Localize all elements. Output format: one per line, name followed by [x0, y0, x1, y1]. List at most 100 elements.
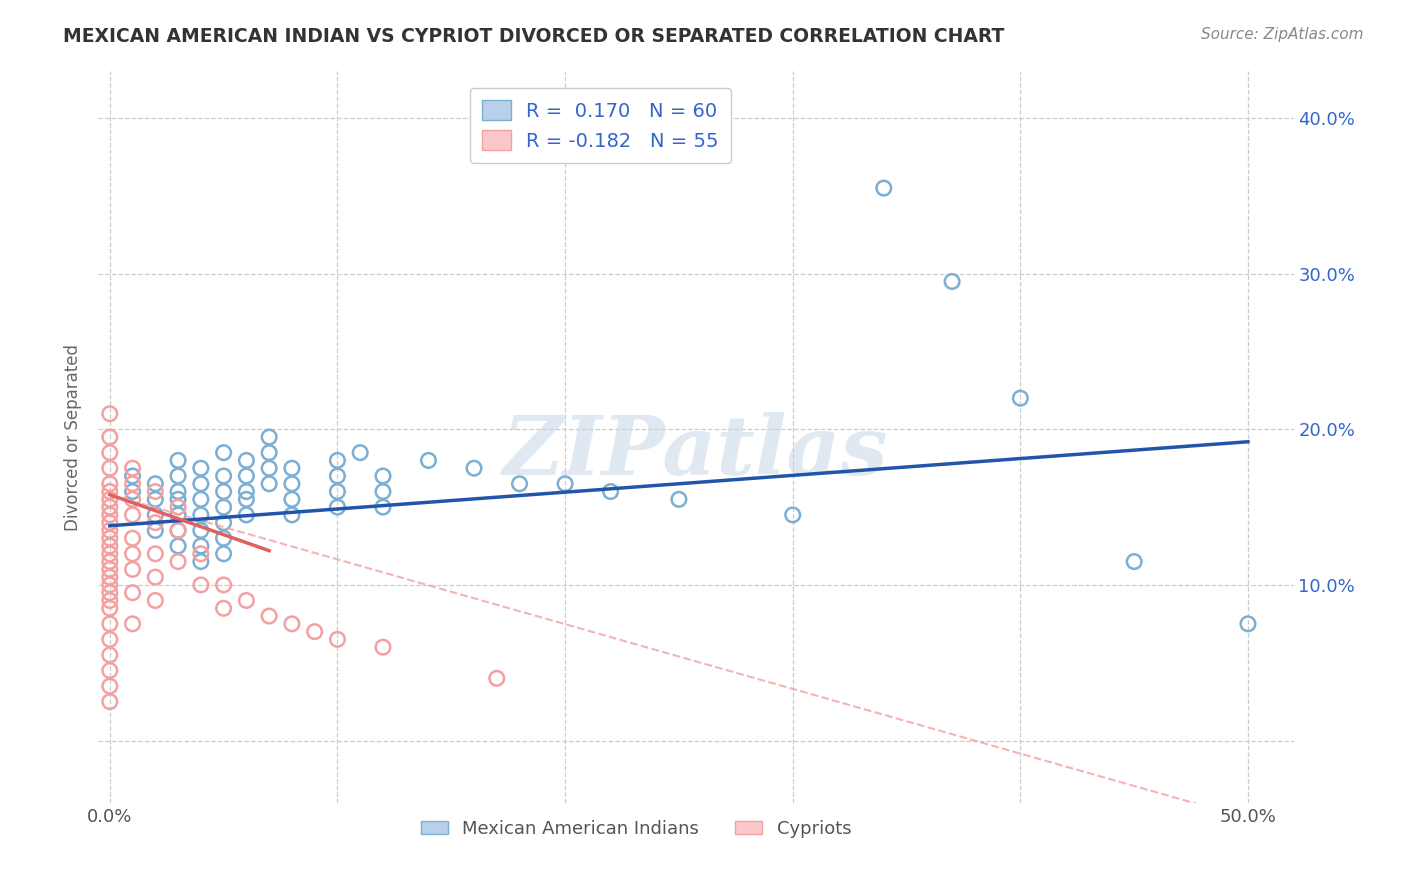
Point: [167, 555, 190, 569]
Point: [190, 476, 212, 491]
Point: [212, 531, 235, 545]
Point: [98, 664, 121, 678]
Point: [121, 531, 143, 545]
Point: [235, 469, 257, 483]
Point: [212, 601, 235, 615]
Point: [326, 484, 349, 499]
Point: [167, 453, 190, 467]
Point: [509, 476, 531, 491]
Point: [121, 562, 143, 576]
Point: [281, 461, 304, 475]
Point: [257, 609, 280, 624]
Point: [98, 547, 121, 561]
Point: [167, 500, 190, 515]
Point: [98, 476, 121, 491]
Point: [418, 453, 440, 467]
Point: [98, 616, 121, 631]
Point: [1123, 555, 1146, 569]
Point: [212, 445, 235, 459]
Y-axis label: Divorced or Separated: Divorced or Separated: [65, 343, 83, 531]
Point: [121, 616, 143, 631]
Point: [212, 516, 235, 530]
Point: [98, 484, 121, 499]
Point: [326, 500, 349, 515]
Point: [98, 524, 121, 538]
Point: [235, 593, 257, 607]
Point: [1010, 391, 1032, 405]
Point: [98, 539, 121, 553]
Point: [98, 593, 121, 607]
Point: [873, 181, 896, 195]
Point: [668, 492, 690, 507]
Point: [167, 484, 190, 499]
Point: [190, 524, 212, 538]
Point: [98, 562, 121, 576]
Point: [235, 508, 257, 522]
Point: [485, 671, 508, 685]
Point: [143, 524, 166, 538]
Point: [98, 516, 121, 530]
Point: [98, 555, 121, 569]
Point: [98, 648, 121, 662]
Point: [143, 570, 166, 584]
Point: [326, 453, 349, 467]
Point: [98, 407, 121, 421]
Point: [190, 461, 212, 475]
Point: [143, 593, 166, 607]
Point: [371, 484, 394, 499]
Point: [281, 476, 304, 491]
Point: [98, 570, 121, 584]
Point: [212, 500, 235, 515]
Point: [98, 531, 121, 545]
Point: [190, 492, 212, 507]
Point: [304, 624, 326, 639]
Point: [349, 445, 371, 459]
Point: [371, 500, 394, 515]
Point: [257, 476, 280, 491]
Point: [143, 476, 166, 491]
Point: [212, 578, 235, 592]
Point: [167, 508, 190, 522]
Point: [98, 578, 121, 592]
Point: [371, 469, 394, 483]
Point: [167, 539, 190, 553]
Point: [121, 476, 143, 491]
Point: [121, 461, 143, 475]
Point: [941, 275, 963, 289]
Point: [212, 547, 235, 561]
Point: [235, 484, 257, 499]
Point: [98, 695, 121, 709]
Point: [326, 469, 349, 483]
Point: [143, 508, 166, 522]
Point: [98, 445, 121, 459]
Point: [121, 469, 143, 483]
Point: [235, 453, 257, 467]
Point: [121, 585, 143, 599]
Point: [98, 508, 121, 522]
Point: [98, 585, 121, 599]
Point: [1237, 616, 1260, 631]
Point: [121, 508, 143, 522]
Point: [143, 547, 166, 561]
Point: [281, 492, 304, 507]
Point: [257, 430, 280, 444]
Point: [98, 461, 121, 475]
Point: [121, 492, 143, 507]
Point: [257, 461, 280, 475]
Point: [143, 516, 166, 530]
Point: [257, 445, 280, 459]
Point: [143, 492, 166, 507]
Point: [167, 469, 190, 483]
Point: [371, 640, 394, 655]
Point: [326, 632, 349, 647]
Point: [98, 500, 121, 515]
Point: [121, 547, 143, 561]
Point: [167, 492, 190, 507]
Point: [167, 524, 190, 538]
Point: [190, 508, 212, 522]
Point: [167, 524, 190, 538]
Point: [554, 476, 576, 491]
Point: [190, 539, 212, 553]
Point: [98, 430, 121, 444]
Point: [782, 508, 804, 522]
